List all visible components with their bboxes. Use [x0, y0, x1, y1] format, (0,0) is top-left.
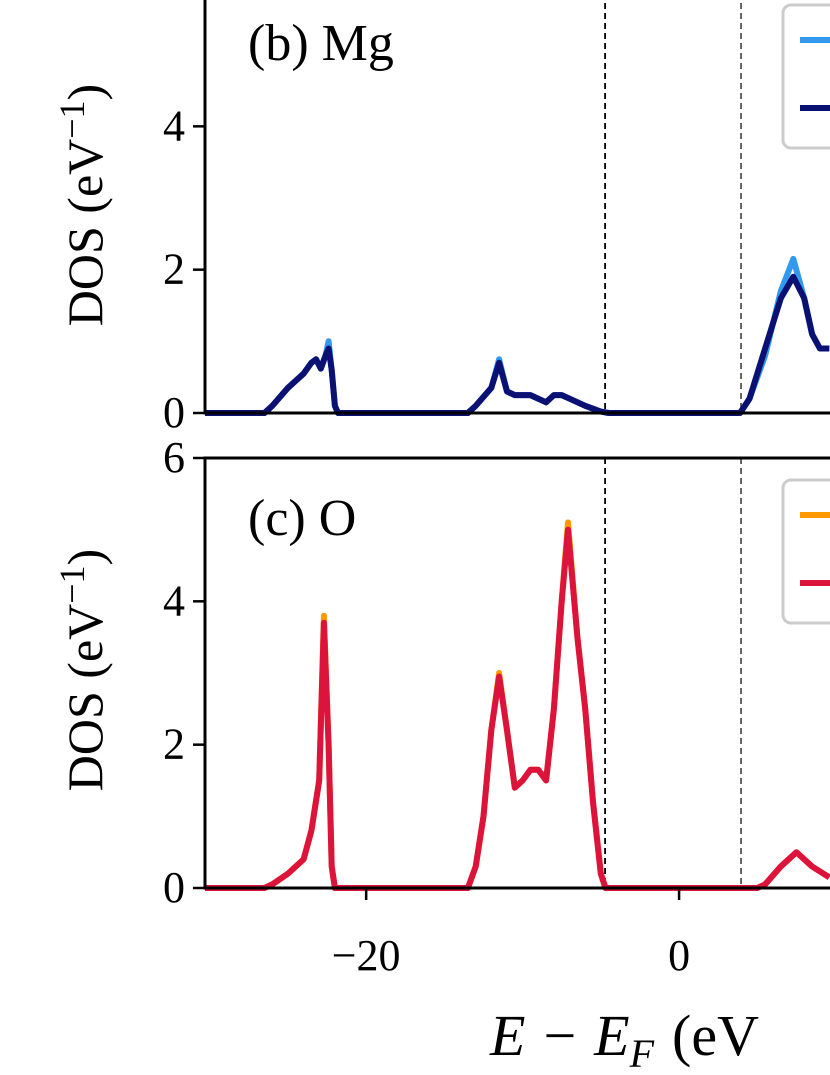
- y-tick-label: 2: [163, 245, 185, 294]
- x-tick-label: −20: [332, 931, 401, 980]
- x-tick-label: 0: [668, 931, 690, 980]
- y-tick-label: 2: [163, 720, 185, 769]
- y-tick-label: 6: [163, 0, 185, 7]
- line-series: [205, 519, 830, 891]
- y-axis-label-close: ): [57, 84, 113, 101]
- x-axis-label-var: E: [489, 1003, 525, 1068]
- line-series: [205, 273, 830, 416]
- line-series: [205, 255, 830, 416]
- legend-box: [781, 3, 830, 150]
- plot-frame: [203, 456, 830, 890]
- x-axis-label-unit: (eV: [672, 1003, 759, 1068]
- x-axis-label-op: −: [543, 1003, 576, 1068]
- x-axis-label-sub: F: [629, 1031, 655, 1075]
- y-axis-label-sup: −1: [52, 565, 92, 603]
- y-axis-label-close: ): [57, 549, 113, 566]
- x-axis-label-var: E: [593, 1003, 629, 1068]
- y-axis-label: DOS (eV−1): [52, 549, 113, 791]
- y-tick-label: 0: [163, 388, 185, 437]
- y-axis-label-text: DOS (eV: [57, 604, 113, 791]
- line-series: [205, 526, 830, 891]
- legend-box: [781, 478, 830, 625]
- y-tick-label: 0: [163, 863, 185, 912]
- plot-frame: [203, 0, 830, 415]
- y-axis-label: DOS (eV−1): [52, 84, 113, 326]
- x-axis-label: E − EF (eV: [489, 1003, 759, 1075]
- y-tick-label: 6: [163, 433, 185, 482]
- y-axis-label-sup: −1: [52, 100, 92, 138]
- y-tick-label: 4: [163, 101, 185, 150]
- y-tick-label: 4: [163, 576, 185, 625]
- panel-label: (b) Mg: [248, 15, 394, 72]
- panel-label: (c) O: [248, 490, 356, 547]
- y-axis-label-text: DOS (eV: [57, 139, 113, 326]
